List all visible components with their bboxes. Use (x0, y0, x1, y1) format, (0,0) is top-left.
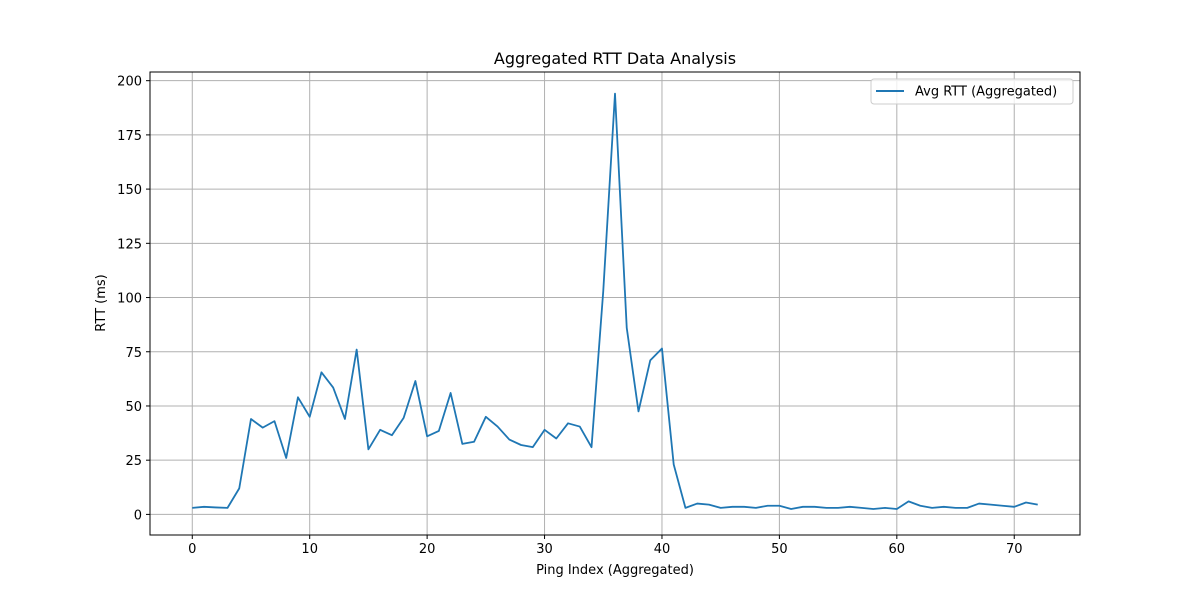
tick-layer: 0 10 20 30 40 50 60 70 0 25 50 75 100 125 150 175 200 (117, 75, 1022, 557)
series-layer (192, 92, 1038, 510)
y-tick-label: 50 (125, 400, 142, 415)
x-axis-title: Ping Index (Aggregated) (536, 563, 694, 578)
x-tick-label: 50 (771, 542, 788, 557)
y-tick-label: 125 (117, 237, 142, 252)
x-tick-label: 20 (419, 542, 436, 557)
legend: Avg RTT (Aggregated) (870, 78, 1074, 105)
legend-box (870, 78, 1074, 105)
y-axis-title: RTT (ms) (94, 274, 109, 331)
y-tick-label: 200 (117, 75, 142, 90)
x-tick-label: 70 (1006, 542, 1023, 557)
x-tick-label: 0 (188, 542, 196, 557)
y-tick-label: 100 (117, 292, 142, 307)
y-tick-label: 25 (125, 454, 142, 469)
x-tick-label: 10 (301, 542, 318, 557)
x-tick-label: 30 (536, 542, 553, 557)
grid-layer (150, 72, 1080, 535)
y-tick-label: 150 (117, 183, 142, 198)
series-line-avg-rtt (192, 92, 1038, 510)
plot-frame (149, 71, 1081, 536)
x-tick-label: 60 (889, 542, 906, 557)
y-tick-label: 0 (134, 508, 142, 523)
y-tick-label: 175 (117, 129, 142, 144)
chart-title: Aggregated RTT Data Analysis (494, 49, 736, 68)
x-tick-label: 40 (654, 542, 671, 557)
legend-label-avg-rtt: Avg RTT (Aggregated) (915, 85, 1057, 100)
y-tick-label: 75 (125, 346, 142, 361)
